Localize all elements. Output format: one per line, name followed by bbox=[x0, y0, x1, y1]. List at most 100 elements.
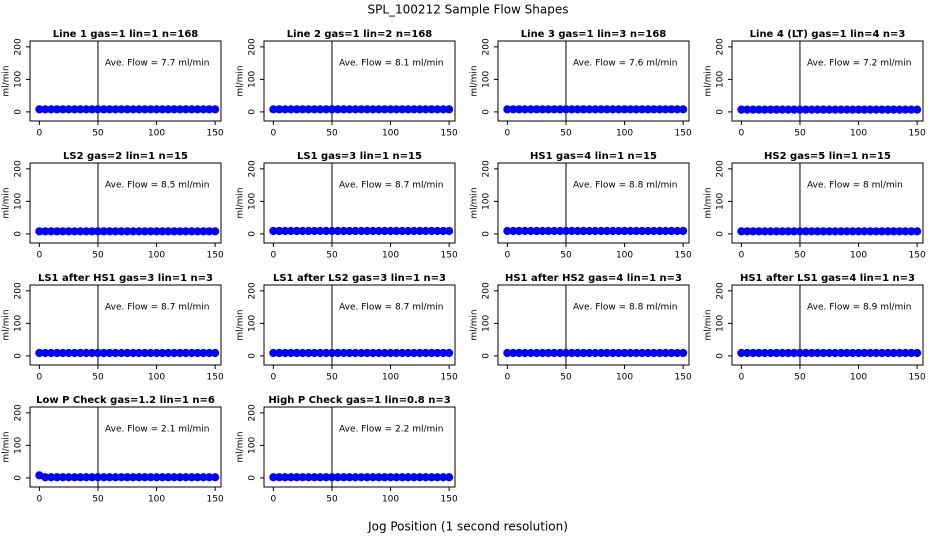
x-tick-label: 50 bbox=[92, 373, 104, 383]
y-tick-label: 200 bbox=[482, 282, 492, 299]
y-tick-label: 100 bbox=[716, 193, 726, 210]
x-tick-label: 150 bbox=[441, 251, 458, 261]
y-axis-label: ml/min bbox=[470, 187, 480, 218]
x-tick-label: 0 bbox=[271, 251, 277, 261]
y-tick-label: 0 bbox=[716, 109, 726, 115]
x-tick-label: 150 bbox=[441, 373, 458, 383]
x-tick-label: 150 bbox=[909, 251, 926, 261]
y-tick-label: 100 bbox=[716, 71, 726, 88]
plot-frame bbox=[731, 284, 924, 366]
x-tick-label: 150 bbox=[207, 251, 224, 261]
plot-frame bbox=[263, 284, 456, 366]
y-tick-label: 0 bbox=[14, 475, 24, 481]
y-tick-label: 200 bbox=[248, 38, 258, 55]
panel-title: Low P Check gas=1.2 lin=1 n=6 bbox=[36, 395, 215, 406]
point bbox=[211, 227, 220, 236]
y-tick-label: 200 bbox=[14, 404, 24, 421]
x-tick-label: 50 bbox=[326, 373, 338, 383]
panel-title: Line 4 (LT) gas=1 lin=4 n=3 bbox=[750, 29, 906, 40]
x-tick-label: 0 bbox=[739, 251, 745, 261]
x-tick-label: 100 bbox=[148, 495, 165, 505]
plot-frame bbox=[29, 162, 222, 244]
x-tick-label: 100 bbox=[616, 251, 633, 261]
y-tick-label: 0 bbox=[482, 109, 492, 115]
x-tick-label: 100 bbox=[148, 129, 165, 139]
x-tick-label: 50 bbox=[92, 129, 104, 139]
x-tick-label: 100 bbox=[382, 373, 399, 383]
y-tick-label: 100 bbox=[14, 315, 24, 332]
x-tick-label: 0 bbox=[505, 129, 511, 139]
y-tick-label: 200 bbox=[716, 38, 726, 55]
annotation: Ave. Flow = 2.1 ml/min bbox=[105, 425, 209, 435]
y-tick-label: 200 bbox=[14, 38, 24, 55]
point bbox=[211, 348, 220, 358]
x-tick-label: 150 bbox=[207, 373, 224, 383]
y-tick-label: 200 bbox=[248, 282, 258, 299]
x-tick-label: 100 bbox=[850, 373, 867, 383]
point bbox=[445, 473, 454, 482]
y-tick-label: 0 bbox=[716, 231, 726, 237]
x-tick-label: 150 bbox=[441, 495, 458, 505]
y-axis-label: ml/min bbox=[704, 309, 714, 340]
panel-title: HS1 after HS2 gas=4 lin=1 n=3 bbox=[505, 273, 682, 284]
y-tick-label: 100 bbox=[482, 193, 492, 210]
y-axis-label: ml/min bbox=[2, 431, 12, 462]
annotation: Ave. Flow = 8.7 ml/min bbox=[339, 303, 443, 313]
y-tick-label: 200 bbox=[248, 404, 258, 421]
x-tick-label: 50 bbox=[560, 251, 572, 261]
y-axis-label: ml/min bbox=[470, 309, 480, 340]
x-tick-label: 50 bbox=[326, 495, 338, 505]
annotation: Ave. Flow = 8.5 ml/min bbox=[105, 181, 209, 191]
panel-title: Line 1 gas=1 lin=1 n=168 bbox=[53, 29, 199, 40]
plot-frame bbox=[263, 406, 456, 488]
panel-title: HS1 gas=4 lin=1 n=15 bbox=[530, 151, 657, 162]
y-tick-label: 200 bbox=[716, 160, 726, 177]
x-tick-label: 0 bbox=[271, 373, 277, 383]
x-tick-label: 150 bbox=[675, 373, 692, 383]
figure-title: SPL_100212 Sample Flow Shapes bbox=[367, 3, 568, 17]
point bbox=[211, 105, 220, 114]
plot-frame bbox=[497, 284, 690, 366]
panel-title: LS1 after LS2 gas=3 lin=1 n=3 bbox=[273, 273, 446, 284]
x-tick-label: 50 bbox=[794, 129, 806, 139]
x-tick-label: 100 bbox=[850, 251, 867, 261]
point bbox=[211, 473, 220, 482]
annotation: Ave. Flow = 8.9 ml/min bbox=[807, 303, 911, 313]
annotation: Ave. Flow = 8.8 ml/min bbox=[573, 303, 677, 313]
x-tick-label: 100 bbox=[616, 373, 633, 383]
panel-title: LS1 after HS1 gas=3 lin=1 n=3 bbox=[38, 273, 213, 284]
x-tick-label: 150 bbox=[909, 373, 926, 383]
y-axis-label: ml/min bbox=[236, 309, 246, 340]
x-tick-label: 0 bbox=[37, 251, 43, 261]
y-tick-label: 100 bbox=[482, 71, 492, 88]
y-axis-label: ml/min bbox=[236, 187, 246, 218]
y-axis-label: ml/min bbox=[236, 431, 246, 462]
x-tick-label: 150 bbox=[207, 495, 224, 505]
y-tick-label: 200 bbox=[482, 160, 492, 177]
x-tick-label: 50 bbox=[326, 251, 338, 261]
panel-title: Line 3 gas=1 lin=3 n=168 bbox=[521, 29, 667, 40]
y-tick-label: 0 bbox=[248, 475, 258, 481]
point bbox=[445, 348, 454, 358]
x-tick-label: 50 bbox=[560, 373, 572, 383]
plot-frame bbox=[263, 40, 456, 122]
y-axis-label: ml/min bbox=[2, 309, 12, 340]
annotation: Ave. Flow = 2.2 ml/min bbox=[339, 425, 443, 435]
x-tick-label: 0 bbox=[505, 251, 511, 261]
panel-title: LS2 gas=2 lin=1 n=15 bbox=[63, 151, 188, 162]
point bbox=[679, 226, 688, 236]
y-tick-label: 0 bbox=[482, 353, 492, 359]
y-tick-label: 0 bbox=[14, 231, 24, 237]
x-tick-label: 150 bbox=[909, 129, 926, 139]
point bbox=[913, 227, 922, 236]
y-tick-label: 100 bbox=[716, 315, 726, 332]
x-tick-label: 0 bbox=[739, 129, 745, 139]
y-tick-label: 100 bbox=[248, 437, 258, 454]
plot-frame bbox=[29, 406, 222, 488]
plot-frame bbox=[731, 40, 924, 122]
annotation: Ave. Flow = 7.2 ml/min bbox=[807, 59, 911, 69]
point bbox=[913, 105, 922, 114]
y-tick-label: 100 bbox=[248, 193, 258, 210]
